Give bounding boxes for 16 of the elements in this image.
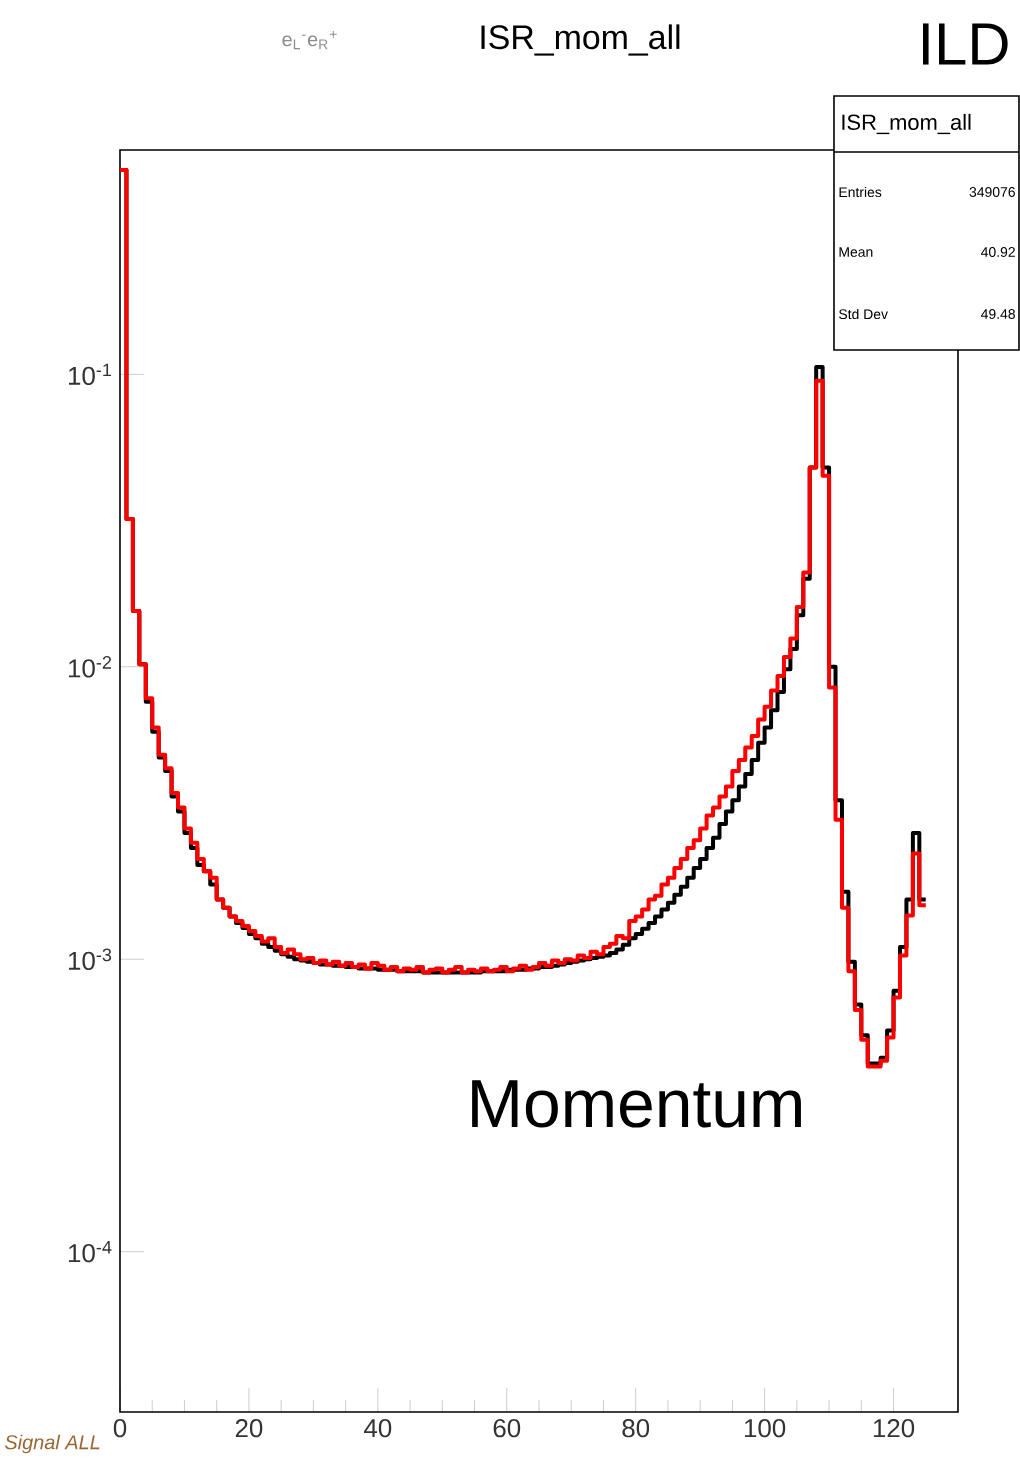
x-tick-label: 40: [364, 1419, 392, 1438]
y-tick-label: 10$^{-3}$: [69, 948, 112, 971]
annotation: Momentum: [472, 1080, 801, 1128]
x-tick-label: 100: [744, 1419, 786, 1438]
x-tick-label: 20: [235, 1419, 263, 1438]
text: ILD: [923, 23, 1008, 65]
x-tick-label: 60: [493, 1419, 521, 1438]
x-tick-label: 0: [113, 1419, 127, 1438]
x-tick-label: 80: [622, 1419, 650, 1438]
y-tick-label: 10$^{-2}$: [69, 655, 112, 678]
text: ISR_mom_all: [842, 113, 971, 135]
text: Signal ALL: [4, 1434, 100, 1454]
y-tick-label: 10$^{-4}$: [69, 1240, 112, 1263]
x-tick-label: 120: [873, 1419, 915, 1438]
y-tick-label: 10$^{-1}$: [69, 363, 112, 386]
chart-title: ISR_mom_all: [481, 24, 680, 56]
